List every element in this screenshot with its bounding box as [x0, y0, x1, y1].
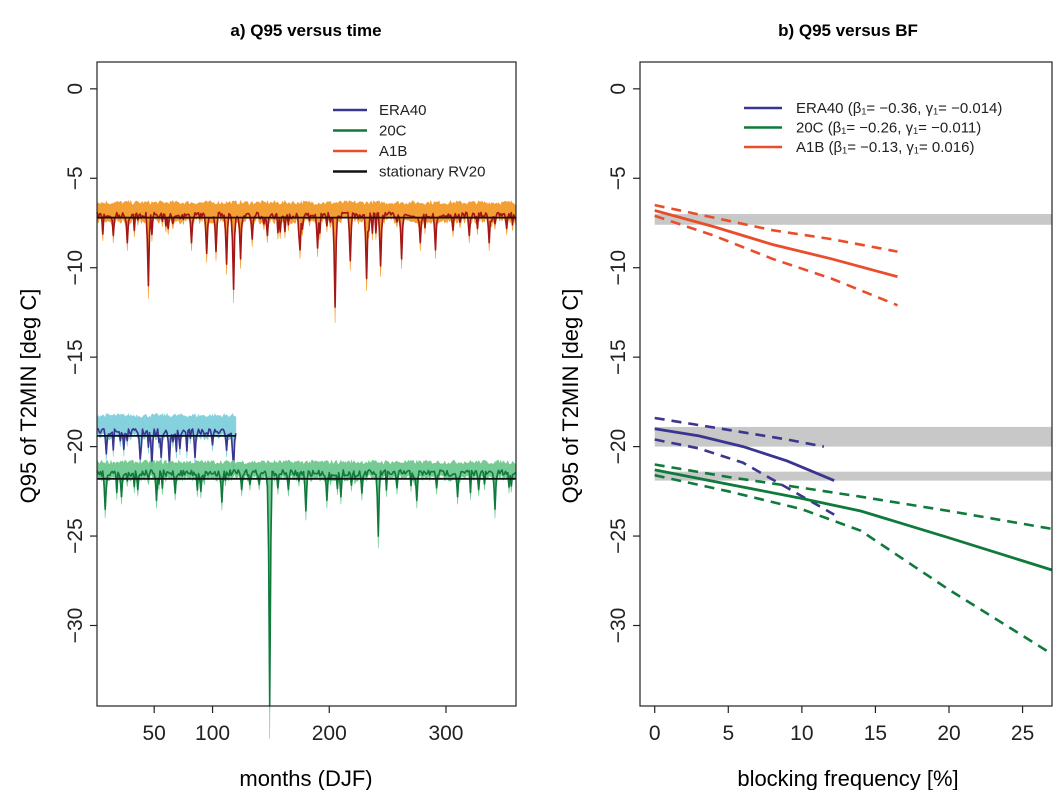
panel-a-xlabel: months (DJF) [239, 766, 372, 790]
ci-lower-era40 [654, 438, 835, 516]
ci-lower-20c [654, 473, 1052, 656]
panel-a0-ytick-label: −30 [64, 608, 87, 644]
series-band-a1b [96, 199, 517, 323]
legend-label: A1B (β₁= −0.13, γ₁= 0.016) [796, 139, 974, 156]
panel-a-axes: 50 100 200 300 0 −5 −10 −15 −20 −25 −30 [64, 61, 517, 745]
gray-band [654, 471, 1052, 481]
gray-band [654, 426, 1052, 447]
ci-lower-a1b [654, 214, 898, 307]
panel-b1-ytick-label: −20 [607, 429, 630, 465]
panel-b1-xtick-label: 20 [937, 722, 960, 745]
panel-a-ylabel: Q95 of T2MIN [deg C] [16, 289, 41, 504]
series-line-20c [96, 469, 517, 707]
panel-b-axes: 0 5 10 15 20 25 0 −5 −10 −15 −20 −25 −30 [607, 61, 1053, 745]
panel-a0-ytick-label: −10 [64, 250, 87, 286]
panel-a0-xtick-label: 200 [312, 722, 347, 745]
series-line-era40 [96, 428, 237, 469]
panel-a: a) Q95 versus time months (DJF) Q95 of T… [16, 21, 517, 790]
legend-params: (β₁= −0.13, γ₁= 0.016) [829, 139, 975, 156]
legend-label: 20C (β₁= −0.26, γ₁= −0.011) [796, 120, 981, 137]
legend-params: (β₁= −0.26, γ₁= −0.011) [828, 120, 982, 137]
panel-b1-xtick-label: 15 [864, 722, 887, 745]
panel-b1-ytick-label: 0 [607, 83, 630, 95]
legend-name: A1B [796, 139, 829, 156]
fit-line-era40 [654, 427, 835, 482]
fit-line-20c [654, 468, 1052, 572]
panel-b1-frame [639, 61, 1053, 707]
panel-a0-ytick-label: 0 [64, 83, 87, 95]
panel-a0-xtick-label: 100 [195, 722, 230, 745]
legend-label: ERA40 [379, 102, 427, 119]
legend-label: stationary RV20 [379, 164, 485, 181]
ci-upper-era40 [654, 416, 825, 448]
panel-a-legend: ERA40 20C A1B stationary RV20 [333, 102, 485, 181]
panel-a0-xtick-label: 300 [428, 722, 463, 745]
ci-upper-20c [654, 463, 1052, 531]
panel-a-plot [96, 199, 517, 739]
legend-name: 20C [796, 120, 828, 137]
legend-name: ERA40 [796, 100, 848, 117]
panel-b: b) Q95 versus BF blocking frequency [%] … [558, 21, 1053, 790]
ci-upper-a1b [654, 203, 898, 253]
panel-b-title: b) Q95 versus BF [778, 21, 918, 40]
legend-params: (β₁= −0.36, γ₁= −0.014) [848, 100, 1003, 117]
legend-label: A1B [379, 143, 407, 160]
panel-b-legend: ERA40 (β₁= −0.36, γ₁= −0.014) 20C (β₁= −0… [744, 100, 1002, 156]
panel-a0-ytick-label: −15 [64, 339, 87, 375]
panel-b1-ytick-label: −10 [607, 250, 630, 286]
panel-b1-ytick-label: −30 [607, 608, 630, 644]
panel-b1-ytick-label: −25 [607, 518, 630, 554]
panel-b1-xtick-label: 0 [649, 722, 661, 745]
panel-b-xlabel: blocking frequency [%] [737, 766, 958, 790]
panel-b1-xtick-label: 25 [1011, 722, 1034, 745]
panel-b1-ytick-label: −5 [607, 166, 630, 190]
panel-b1-xtick-label: 10 [790, 722, 813, 745]
series-line-a1b [96, 211, 517, 308]
panel-a-title: a) Q95 versus time [230, 21, 381, 40]
panel-b-plot [654, 203, 1052, 656]
panel-b1-xtick-label: 5 [722, 722, 734, 745]
legend-label: ERA40 (β₁= −0.36, γ₁= −0.014) [796, 100, 1002, 117]
panel-a0-ytick-label: −20 [64, 429, 87, 465]
panel-b-ylabel: Q95 of T2MIN [deg C] [558, 289, 583, 504]
panel-a0-ytick-label: −5 [64, 166, 87, 190]
legend-label: 20C [379, 123, 407, 140]
panel-b1-ytick-label: −15 [607, 339, 630, 375]
panel-a0-ytick-label: −25 [64, 518, 87, 554]
panel-a0-xtick-label: 50 [143, 722, 166, 745]
fit-line-a1b [654, 209, 898, 279]
panel-a0-frame [96, 61, 517, 707]
gray-band [654, 214, 1052, 225]
panel-b-clipped [654, 203, 1052, 656]
